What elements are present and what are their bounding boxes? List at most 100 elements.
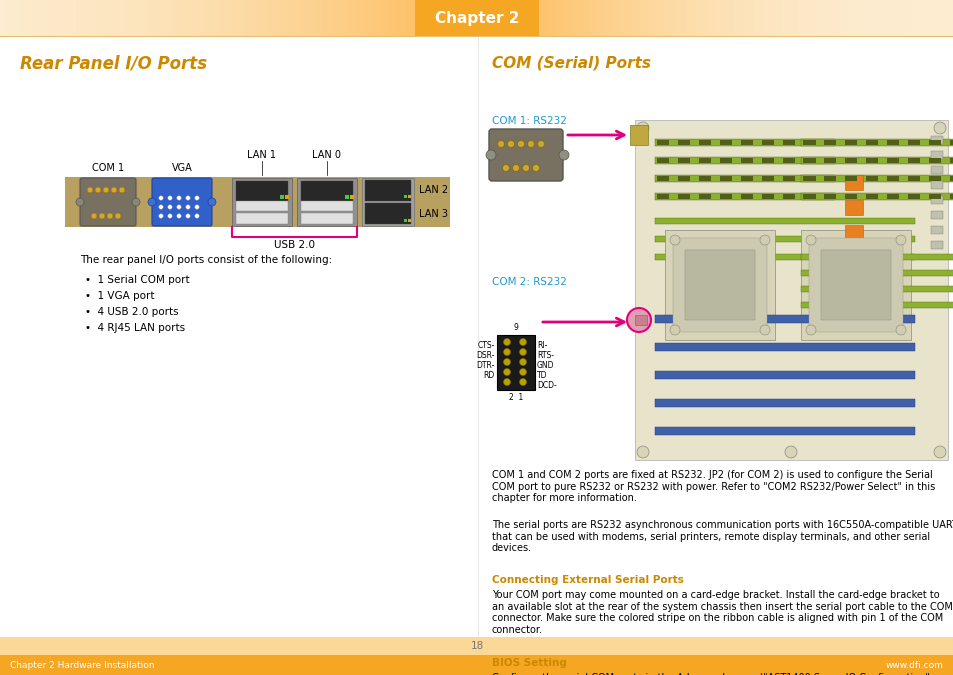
Bar [338, 0, 343, 36]
Bar [403, 195, 407, 198]
Circle shape [95, 187, 101, 193]
Bar [515, 0, 519, 36]
Bar [62, 0, 67, 36]
Bar [761, 158, 773, 163]
Bar [678, 176, 689, 181]
Bar [95, 0, 100, 36]
Bar [496, 0, 500, 36]
Bar [653, 0, 658, 36]
Bar [577, 0, 581, 36]
Circle shape [194, 214, 199, 218]
Bar [834, 0, 839, 36]
Bar [395, 0, 400, 36]
Bar [0, 637, 953, 655]
Bar [662, 0, 667, 36]
Bar [823, 158, 835, 163]
Circle shape [503, 379, 510, 385]
Bar [232, 178, 292, 226]
Bar [678, 140, 689, 145]
Bar [802, 140, 814, 145]
Bar [886, 158, 898, 163]
Bar [782, 194, 794, 199]
Bar [548, 0, 553, 36]
Bar [71, 0, 76, 36]
Circle shape [503, 348, 510, 356]
Bar [648, 0, 653, 36]
Bar [319, 0, 324, 36]
Bar [5, 0, 10, 36]
Bar [782, 176, 794, 181]
Bar [195, 0, 200, 36]
Bar [655, 139, 834, 146]
Bar [934, 0, 939, 36]
Bar [699, 158, 710, 163]
Bar [740, 194, 752, 199]
Bar [619, 0, 624, 36]
Text: Your COM port may come mounted on a card-edge bracket. Install the card-edge bra: Your COM port may come mounted on a card… [492, 590, 952, 634]
Bar [700, 0, 705, 36]
Bar [886, 0, 891, 36]
Bar [844, 176, 856, 181]
Bar [553, 0, 558, 36]
Bar [38, 0, 43, 36]
Bar [386, 0, 391, 36]
Bar [235, 201, 288, 211]
Bar [24, 0, 29, 36]
Circle shape [194, 196, 199, 200]
Bar [262, 0, 267, 36]
Bar [930, 211, 942, 219]
Bar [605, 0, 610, 36]
Text: •  1 VGA port: • 1 VGA port [85, 291, 154, 301]
Bar [281, 0, 286, 36]
Bar [791, 0, 796, 36]
Bar [801, 302, 953, 308]
Bar [248, 0, 253, 36]
Bar [720, 158, 731, 163]
Bar [176, 0, 181, 36]
Bar [0, 0, 953, 36]
Bar [699, 194, 710, 199]
Circle shape [532, 165, 539, 171]
Bar [772, 0, 777, 36]
Bar [810, 0, 815, 36]
Bar [476, 0, 481, 36]
Bar [929, 0, 934, 36]
Bar [801, 254, 953, 260]
Circle shape [519, 358, 526, 365]
Bar [124, 0, 129, 36]
Bar [0, 0, 5, 36]
Bar [802, 158, 814, 163]
Bar [877, 0, 882, 36]
Bar [943, 0, 948, 36]
Circle shape [519, 338, 526, 346]
Circle shape [176, 205, 181, 209]
Bar [678, 194, 689, 199]
Text: GND: GND [537, 360, 554, 369]
Text: COM 1: COM 1 [91, 163, 124, 173]
Circle shape [517, 140, 524, 148]
Bar [844, 225, 862, 240]
Bar [591, 0, 596, 36]
Bar [491, 0, 496, 36]
Bar [907, 140, 919, 145]
Bar [858, 0, 862, 36]
Circle shape [760, 235, 769, 245]
Bar [720, 140, 731, 145]
Text: Chapter 2: Chapter 2 [435, 11, 518, 26]
Bar [301, 201, 353, 211]
Bar [939, 0, 943, 36]
Bar [891, 0, 896, 36]
Bar [365, 203, 411, 224]
Bar [210, 0, 214, 36]
Bar [655, 157, 834, 164]
Bar [361, 178, 414, 226]
Circle shape [669, 235, 679, 245]
Text: RI-: RI- [537, 340, 547, 350]
Bar [767, 0, 772, 36]
Bar [214, 0, 219, 36]
Bar [562, 0, 567, 36]
Bar [408, 195, 411, 198]
Bar [529, 0, 534, 36]
Bar [586, 0, 591, 36]
Bar [267, 0, 272, 36]
